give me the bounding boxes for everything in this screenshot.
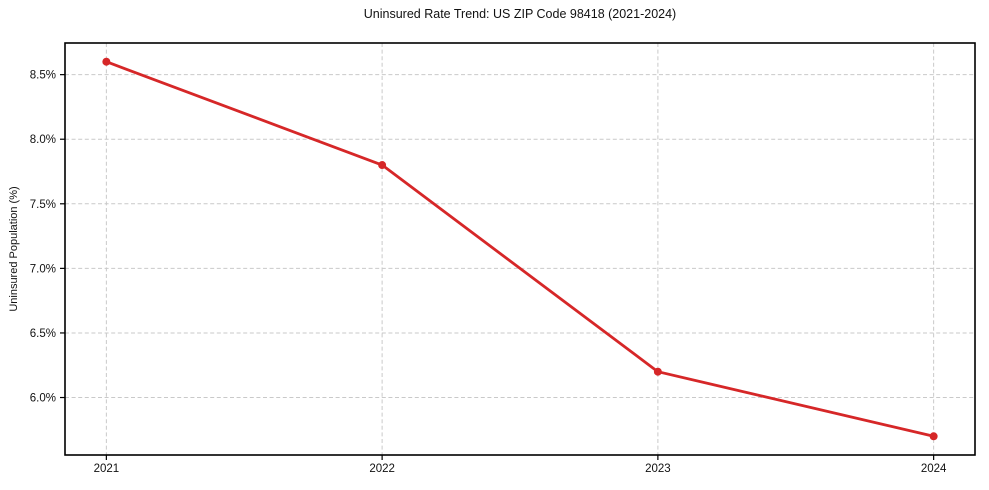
y-tick-label: 6.0% <box>30 393 56 405</box>
y-tick-label: 8.0% <box>30 134 56 146</box>
x-tick-label: 2022 <box>369 463 395 475</box>
data-point <box>378 161 387 170</box>
y-tick-label: 7.0% <box>30 263 56 275</box>
y-tick-label: 8.5% <box>30 70 56 82</box>
data-point <box>653 367 662 376</box>
trend-line <box>104 60 936 438</box>
chart-title: Uninsured Rate Trend: US ZIP Code 98418 … <box>363 7 677 21</box>
y-tick-label: 6.5% <box>30 328 56 340</box>
data-point <box>102 57 111 66</box>
x-tick-label: 2024 <box>921 463 947 475</box>
data-point <box>929 432 938 441</box>
y-tick-label: 7.5% <box>30 199 56 211</box>
x-tick-label: 2021 <box>94 463 120 475</box>
x-tick-label: 2023 <box>645 463 671 475</box>
plot-border <box>64 42 976 456</box>
